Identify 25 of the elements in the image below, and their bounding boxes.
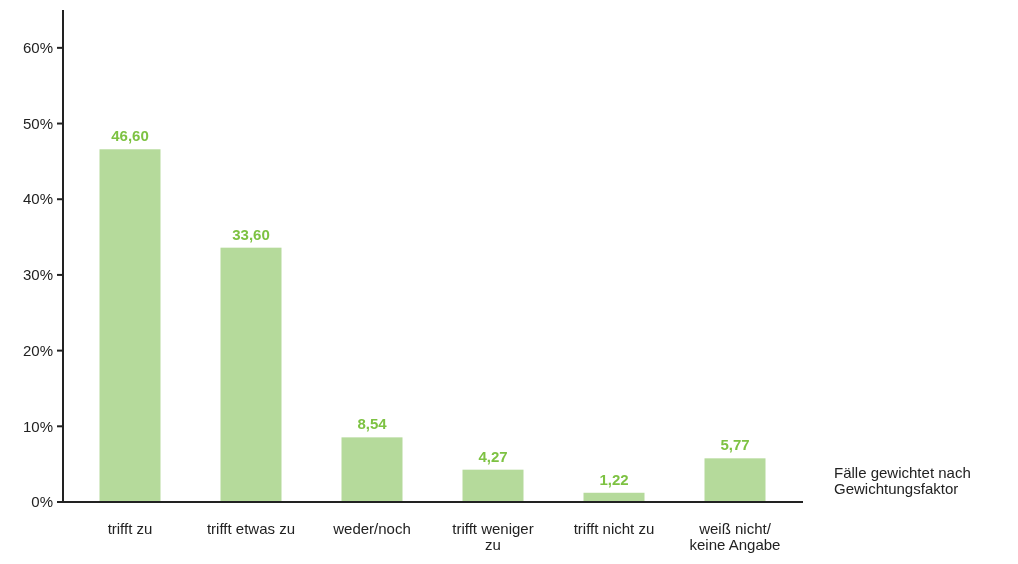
y-tick-label: 60%: [22, 39, 53, 57]
text: Fälle gewichtet nach Gewichtungsfaktor: [834, 464, 971, 497]
bar: [462, 469, 524, 502]
y-tick-label: 30%: [22, 266, 53, 284]
data-label: 33,60: [232, 225, 270, 243]
data-label: 1,22: [599, 470, 629, 488]
x-tick-label: trifft nicht zu: [573, 520, 655, 537]
y-tick-label: 50%: [22, 114, 53, 132]
y-tick-label: 10%: [22, 417, 53, 435]
data-label: 4,27: [478, 447, 508, 465]
x-tick-label: weiß nicht/ keine Angabe: [689, 520, 781, 553]
data-label: 46,60: [111, 127, 149, 145]
data-label: 8,54: [357, 415, 388, 433]
x-tick-label: trifft weniger zu: [452, 520, 534, 553]
bar: [220, 247, 282, 502]
bar: [99, 149, 161, 502]
x-tick-label: weder/noch: [332, 520, 411, 537]
x-tick-label: trifft zu: [107, 520, 153, 537]
y-tick-label: 20%: [22, 341, 53, 359]
y-tick-label: 0%: [31, 493, 53, 511]
y-tick-label: 40%: [22, 190, 53, 208]
bar: [704, 458, 766, 502]
x-tick-label: trifft etwas zu: [206, 520, 296, 537]
bar: [341, 437, 403, 502]
data-label: 5,77: [720, 436, 750, 454]
